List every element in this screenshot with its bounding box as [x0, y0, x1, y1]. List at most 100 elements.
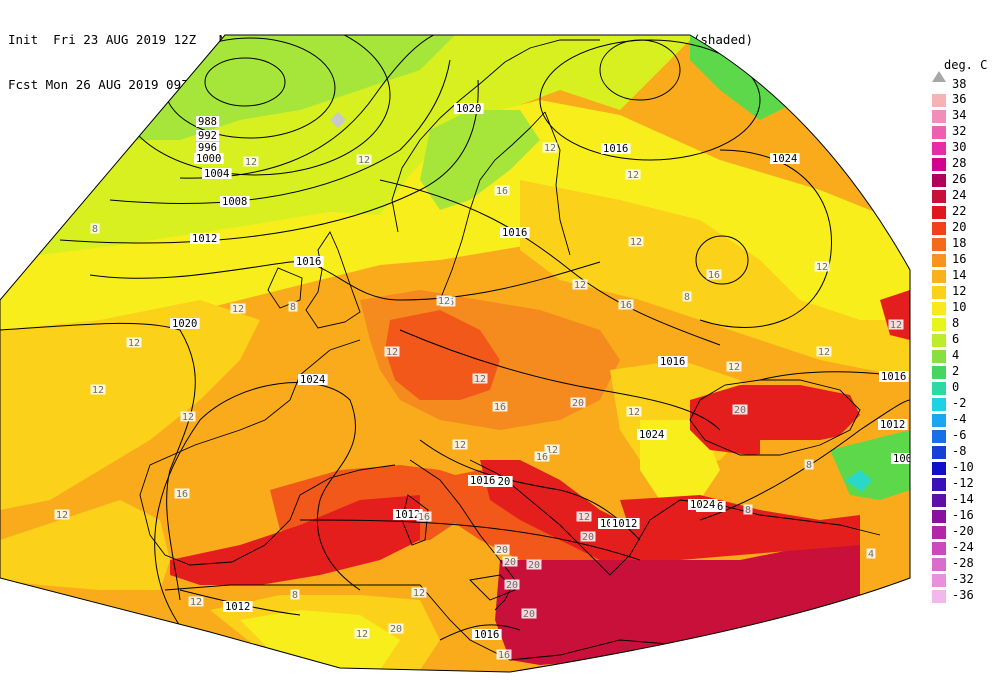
- isobar-high-russia: [695, 235, 749, 285]
- isobar-label-bg: [610, 518, 640, 529]
- isobar-label-bg: [220, 196, 250, 207]
- colorbar-label: 12: [952, 284, 967, 298]
- dewpoint-label: 8: [806, 460, 812, 471]
- isobar-label: 1012: [192, 233, 217, 245]
- dewpoint-label: 12: [818, 347, 830, 358]
- isobar-label: 1024: [772, 153, 797, 165]
- colorbar-swatch: [932, 158, 946, 171]
- colorbar-swatch: [932, 350, 946, 363]
- colorbar-top-arrow: [932, 71, 946, 82]
- isobar-label: 1020: [172, 318, 197, 330]
- dewpoint-label: 12: [890, 320, 902, 331]
- dewpoint-label: 16: [494, 402, 506, 413]
- dewpoint-label: 20: [572, 398, 584, 409]
- dewpoint-label-bg: [494, 185, 510, 196]
- coastline-scandinavia: [391, 39, 600, 233]
- isobar-1016-south: [439, 624, 521, 641]
- colorbar-label: -16: [952, 508, 974, 522]
- dewpoint-label: 12: [438, 296, 450, 307]
- colorbar-label: 20: [952, 220, 967, 234]
- dewpoint-label: 12: [574, 280, 586, 291]
- colorbar-swatch: [932, 382, 946, 395]
- dewpoint-label: 8: [745, 505, 751, 516]
- colorbar-label: -2: [952, 396, 967, 410]
- dewpoint-label: 12: [627, 170, 639, 181]
- colorbar-label: -10: [952, 460, 974, 474]
- isobar-1024-central: [379, 179, 721, 346]
- colorbar-swatch: [932, 94, 946, 107]
- colorbar-swatch: [932, 510, 946, 523]
- dewpoint-label: 12: [182, 412, 194, 423]
- isobar-1016-west: [89, 261, 601, 301]
- dewpoint-label-bg: [356, 154, 372, 165]
- isobar-label: 1016: [603, 143, 628, 155]
- dewpoint-label-bg: [494, 544, 510, 555]
- isobar-label-bg: [454, 103, 484, 114]
- dewpoint-label-bg: [54, 509, 70, 520]
- isobar-label: 1012: [880, 419, 905, 431]
- isobar-label-bg: [194, 153, 224, 164]
- dewpoint-label: 20: [582, 532, 594, 543]
- colorbar-label: 2: [952, 364, 960, 378]
- dewpoint-label-bg: [743, 504, 753, 515]
- colorbar-swatch: [932, 494, 946, 507]
- isobar-label-bg: [483, 476, 513, 487]
- colorbar-title: deg. C: [944, 58, 988, 72]
- colorbar-label: 14: [952, 268, 967, 282]
- isobar-label: 996: [198, 142, 217, 154]
- dewpoint-label: 12: [413, 588, 425, 599]
- isobar-label: 1016: [881, 371, 906, 383]
- dewpoint-region-redorange: [430, 470, 620, 580]
- colorbar-swatch: [932, 558, 946, 571]
- isobar-label-bg: [298, 374, 328, 385]
- colorbar-swatch: [932, 254, 946, 267]
- dewpoint-label: 12: [728, 362, 740, 373]
- dewpoint-region-red: [170, 495, 420, 585]
- colorbar-label: -14: [952, 492, 974, 506]
- dewpoint-region-gray: [330, 112, 346, 128]
- dewpoint-region-cyan: [845, 470, 872, 492]
- colorbar-swatch: [932, 398, 946, 411]
- dewpoint-label-bg: [243, 156, 259, 167]
- dewpoint-label: 20: [496, 545, 508, 556]
- isobar-1012-east: [699, 399, 910, 521]
- isobar-label: 1024: [639, 429, 664, 441]
- colorbar-label: 34: [952, 108, 967, 122]
- colorbar-label: 22: [952, 204, 967, 218]
- isobar-label-bg: [190, 233, 220, 244]
- isobar-label: 992: [198, 130, 217, 142]
- isobar-1016-east: [759, 371, 891, 381]
- dewpoint-label: 16: [496, 186, 508, 197]
- colorbar-label: 32: [952, 124, 967, 138]
- dewpoint-label-bg: [625, 169, 641, 180]
- colorbar-label: 24: [952, 188, 967, 202]
- isobar-label-bg: [202, 168, 232, 179]
- dewpoint-label: 20: [523, 609, 535, 620]
- colorbar-swatch: [932, 334, 946, 347]
- colorbar-label: 8: [952, 316, 960, 330]
- colorbar-swatch: [932, 190, 946, 203]
- colorbar-swatch: [932, 590, 946, 603]
- dewpoint-label-bg: [90, 223, 100, 234]
- dewpoint-region-lightgreen: [130, 35, 460, 140]
- colorbar-label: -12: [952, 476, 974, 490]
- dewpoint-label-bg: [504, 579, 520, 590]
- isobar-label-bg: [879, 371, 909, 382]
- colorbar-swatch: [932, 302, 946, 315]
- isobar-label-bg: [658, 356, 688, 367]
- dewpoint-region-redorange: [385, 310, 500, 400]
- dewpoint-label: 12: [190, 597, 202, 608]
- colorbar-label: -36: [952, 588, 974, 602]
- isobar-label-bg: [393, 509, 423, 520]
- dewpoint-label: 12: [356, 629, 368, 640]
- colorbar-swatch: [932, 270, 946, 283]
- isobar-label-bg: [196, 142, 220, 153]
- dewpoint-label: 20: [504, 557, 516, 568]
- colorbar-swatch: [932, 430, 946, 443]
- isobar-label: 100: [893, 453, 912, 465]
- colorbar-swatch: [932, 286, 946, 299]
- coastline-sicily: [469, 574, 516, 601]
- dewpoint-label: 12: [128, 338, 140, 349]
- dewpoint-label: 8: [292, 590, 298, 601]
- colorbar-swatch: [932, 174, 946, 187]
